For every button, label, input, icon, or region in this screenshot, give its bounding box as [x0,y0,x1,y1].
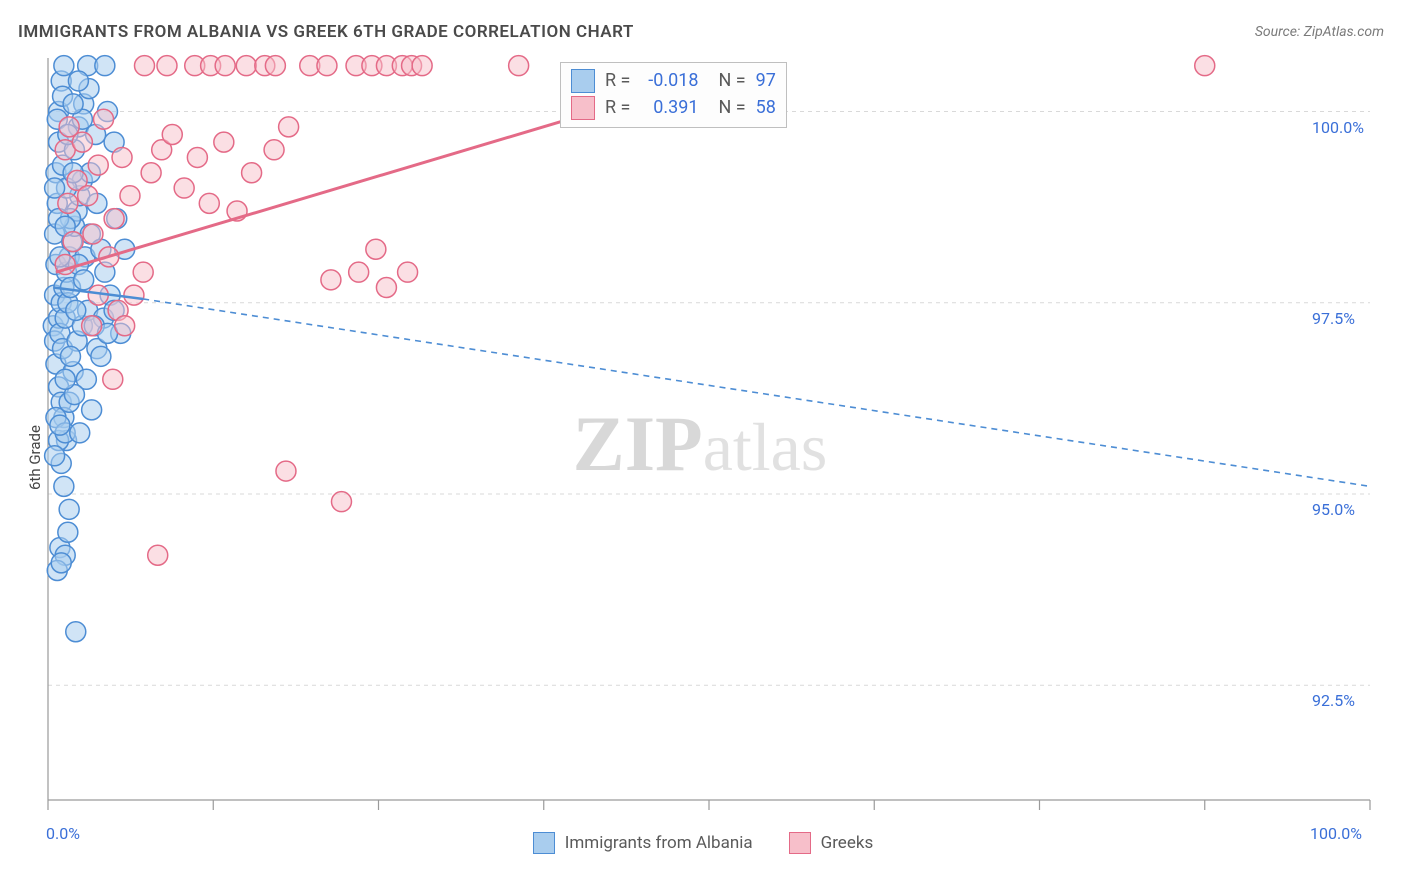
point-greeks [331,492,351,512]
point-greeks [103,369,123,389]
stat-r-value: -0.018 [640,67,698,94]
point-greeks [412,56,432,76]
point-greeks [162,124,182,144]
point-greeks [157,56,177,76]
point-greeks [135,56,155,76]
stat-r-label: R = [605,67,630,94]
point-greeks [133,262,153,282]
legend-swatch [789,832,811,854]
point-albania [74,270,94,290]
y-tick-label: 100.0% [1312,118,1364,137]
stat-n-value: 97 [756,67,776,94]
point-greeks [1195,56,1215,76]
point-albania [63,94,83,114]
bottom-legend: Immigrants from Albania Greeks [0,832,1406,854]
point-greeks [187,147,207,167]
point-greeks [174,178,194,198]
point-greeks [104,209,124,229]
point-greeks [115,316,135,336]
point-albania [68,71,88,91]
legend-item-albania: Immigrants from Albania [533,832,753,854]
point-greeks [349,262,369,282]
point-greeks [120,186,140,206]
point-albania [91,346,111,366]
chart-svg: ZIPatlas [0,0,1406,892]
stat-n-label: N = [718,67,745,94]
point-greeks [317,56,337,76]
point-albania [51,553,71,573]
point-greeks [264,140,284,160]
point-albania [50,415,70,435]
point-greeks [78,186,98,206]
legend-swatch [533,832,555,854]
point-albania [82,400,102,420]
point-greeks [58,193,78,213]
point-albania [54,56,74,76]
point-greeks [148,545,168,565]
stat-row-greeks: R = 0.391 N = 58 [571,94,776,121]
point-greeks [94,109,114,129]
point-greeks [214,132,234,152]
stat-r-value: 0.391 [640,94,698,121]
point-greeks [141,163,161,183]
y-axis-label: 6th Grade [26,425,44,490]
point-greeks [509,56,529,76]
stat-swatch [571,69,595,93]
point-greeks [398,262,418,282]
point-albania [66,300,86,320]
point-greeks [83,224,103,244]
point-greeks [376,277,396,297]
point-greeks [72,132,92,152]
watermark: ZIPatlas [573,400,828,487]
stat-row-albania: R = -0.018 N = 97 [571,67,776,94]
point-albania [58,522,78,542]
point-greeks [236,56,256,76]
point-greeks [63,232,83,252]
stat-n-value: 58 [756,94,776,121]
point-greeks [88,155,108,175]
correlation-stats-box: R = -0.018 N = 97 R = 0.391 N = 58 [560,62,787,128]
point-greeks [366,239,386,259]
point-greeks [279,117,299,137]
point-greeks [321,270,341,290]
chart-page: IMMIGRANTS FROM ALBANIA VS GREEK 6TH GRA… [0,0,1406,892]
x-tick-label: 100.0% [1310,824,1362,843]
point-greeks [199,193,219,213]
point-greeks [265,56,285,76]
point-greeks [124,285,144,305]
point-albania [66,622,86,642]
stat-r-label: R = [605,94,630,121]
point-albania [54,476,74,496]
point-greeks [276,461,296,481]
point-albania [55,369,75,389]
x-tick-label: 0.0% [46,824,80,843]
point-albania [45,446,65,466]
stat-n-label: N = [718,94,745,121]
point-greeks [215,56,235,76]
point-albania [70,423,90,443]
point-greeks [82,316,102,336]
y-tick-label: 97.5% [1312,309,1355,328]
point-albania [59,499,79,519]
point-albania [60,346,80,366]
stat-swatch [571,96,595,120]
y-tick-label: 95.0% [1312,500,1355,519]
point-greeks [112,147,132,167]
legend-label: Greeks [821,833,874,853]
y-tick-label: 92.5% [1312,691,1355,710]
legend-item-greeks: Greeks [789,832,874,854]
point-albania [95,56,115,76]
point-greeks [242,163,262,183]
legend-label: Immigrants from Albania [565,833,753,853]
